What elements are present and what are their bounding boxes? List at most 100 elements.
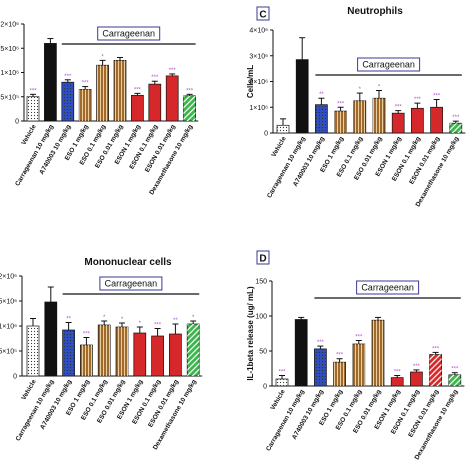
error-bar: [413, 369, 420, 372]
bar-hatch: [449, 123, 462, 133]
y-tick-label: 1.5×10⁶: [0, 46, 19, 53]
error-bar: [172, 323, 179, 334]
error-bar: [394, 375, 401, 378]
y-tick-label: 0: [15, 119, 19, 126]
bar-hatch: [333, 362, 346, 386]
group-label: Carrageenan: [361, 283, 414, 293]
error-bar: [99, 59, 106, 66]
bar: [430, 106, 443, 134]
y-tick-label: 5×10⁵: [0, 94, 19, 101]
bar-hatch: [277, 125, 289, 133]
error-bar: [414, 102, 421, 109]
significance: ***: [169, 68, 177, 74]
significance: ***: [317, 340, 325, 346]
bar-hatch: [353, 100, 366, 133]
error-bar: [451, 372, 458, 375]
error-bar: [376, 90, 382, 99]
y-tick-label: 1×10⁶: [0, 70, 19, 77]
panel-label-box: [256, 6, 270, 21]
error-bar: [169, 73, 176, 76]
error-bar: [395, 110, 402, 114]
bar: [133, 332, 147, 377]
significance: ***: [151, 75, 159, 81]
significance: ***: [394, 370, 402, 376]
bar: [44, 301, 58, 377]
significance: ***: [432, 346, 440, 352]
error-bar: [101, 320, 108, 325]
significance: *: [103, 315, 106, 321]
bar: [390, 377, 404, 387]
error-bar: [336, 358, 343, 363]
x-tick-label: Vehicle: [20, 378, 37, 401]
bar: [295, 59, 309, 134]
significance: ***: [278, 370, 286, 376]
significance: ***: [433, 94, 441, 100]
bar: [391, 112, 405, 134]
x-tick-label: Vehicle: [270, 135, 287, 158]
y-tick-label: 1×10⁶: [249, 105, 268, 112]
y-tick-label: 4×10⁶: [249, 28, 268, 35]
bar-hatch: [334, 111, 347, 133]
bar: [165, 75, 179, 122]
bar-hatch: [373, 98, 385, 133]
significance: ***: [451, 367, 459, 373]
significance: *: [139, 321, 142, 327]
x-tick-label: Vehicle: [20, 123, 37, 146]
y-tick-label: 1.5×10⁶: [0, 299, 17, 306]
group-label-box: [99, 276, 163, 291]
error-bar: [452, 120, 459, 124]
significance: ***: [64, 74, 72, 80]
error-bar: [337, 106, 344, 112]
bar: [148, 83, 162, 122]
bar-hatch: [98, 325, 111, 376]
error-bar: [117, 56, 123, 61]
panel-label: C: [259, 10, 266, 21]
bar-hatch: [61, 82, 74, 121]
y-tick-label: 5×10⁵: [0, 349, 17, 356]
error-bar: [47, 38, 54, 44]
significance: *: [359, 87, 362, 93]
significance: ***: [452, 115, 460, 121]
significance: ***: [82, 81, 90, 87]
y-tick-label: 2×10⁶: [0, 22, 19, 29]
bar: [410, 371, 423, 387]
error-bar: [186, 93, 193, 96]
error-bar: [298, 316, 305, 320]
bar-hatch: [27, 326, 39, 376]
y-tick-label: 1×10⁶: [0, 324, 17, 331]
bar-hatch: [315, 104, 328, 133]
significance: **: [66, 317, 71, 323]
y-tick-label: 100: [255, 314, 267, 321]
significance: **: [173, 318, 178, 324]
significance: ***: [337, 101, 345, 107]
error-bar: [151, 80, 158, 85]
error-bar: [82, 86, 89, 90]
bar-hatch: [276, 379, 288, 386]
error-bar: [154, 328, 161, 336]
error-bar: [83, 337, 90, 345]
significance: ***: [186, 88, 194, 94]
bar-hatch: [116, 327, 128, 376]
error-bar: [65, 322, 72, 330]
bar: [411, 107, 424, 134]
error-bar: [433, 99, 440, 108]
error-bar: [47, 286, 54, 302]
panel-label-box: [256, 250, 270, 265]
error-bar: [30, 318, 36, 326]
y-tick-label: 50: [259, 349, 267, 356]
panel-title: Mononuclear cells: [84, 257, 172, 268]
error-bar: [190, 320, 197, 324]
bar-hatch: [96, 65, 109, 121]
bar-hatch: [372, 320, 384, 386]
significance: *: [121, 317, 124, 323]
y-tick-label: 0: [263, 384, 267, 391]
group-label-box: [356, 280, 420, 295]
significance: ***: [29, 88, 37, 94]
bar: [294, 319, 308, 387]
significance: ***: [395, 105, 403, 111]
error-bar: [136, 326, 143, 333]
significance: *: [192, 315, 195, 321]
bar-hatch: [314, 348, 327, 386]
bar: [131, 94, 144, 122]
